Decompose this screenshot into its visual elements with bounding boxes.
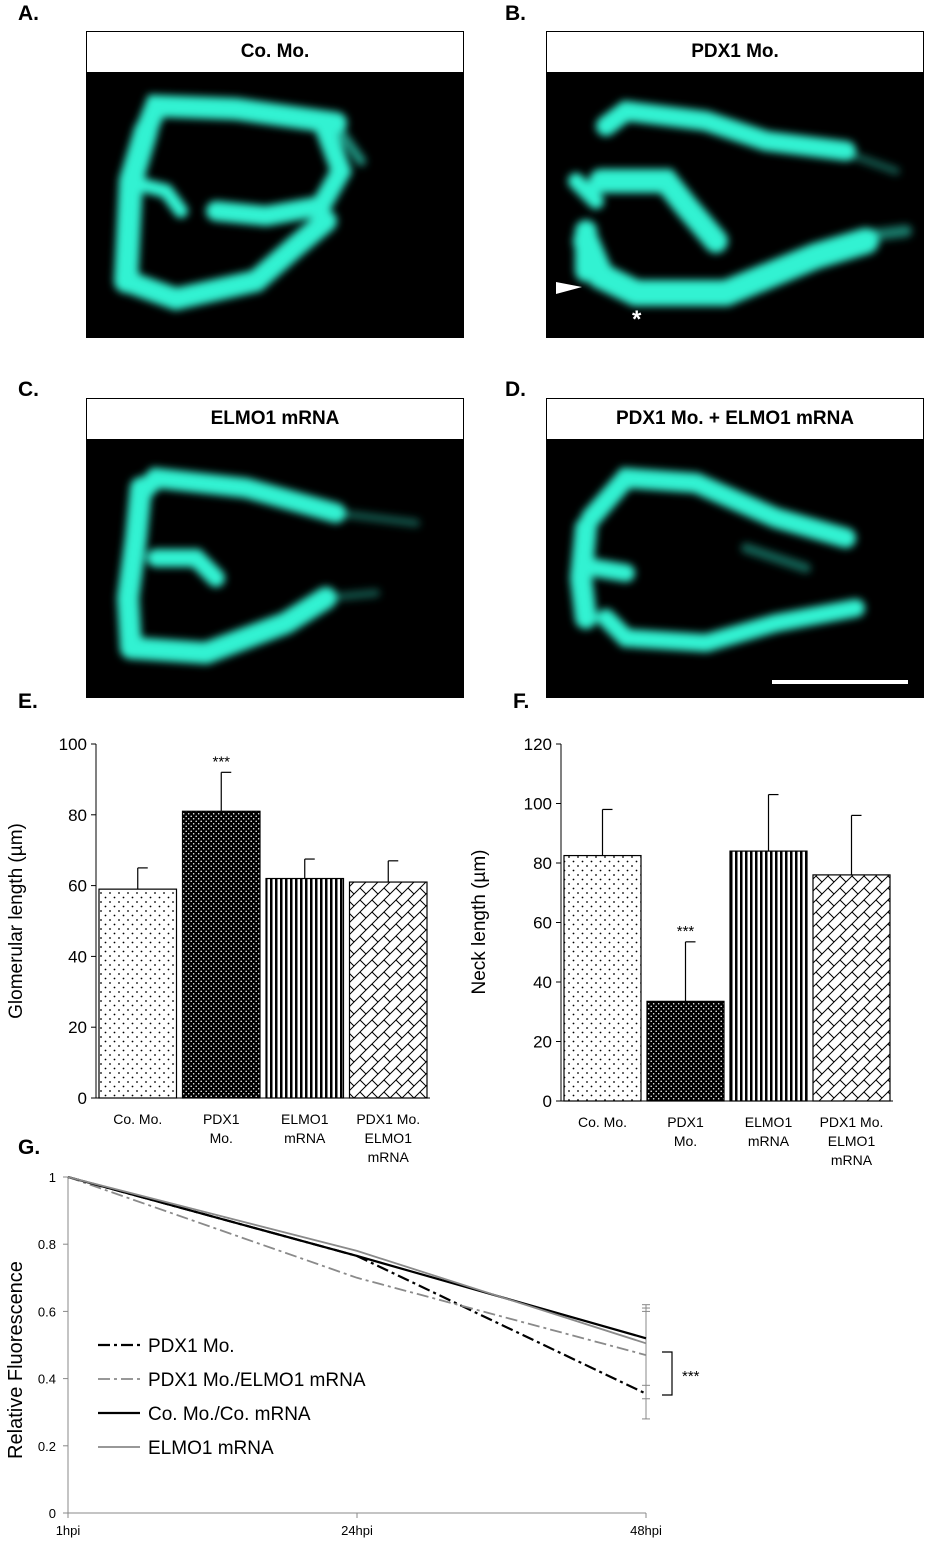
panel-letter-f: F. [513, 690, 530, 713]
y-tick-label: 0 [49, 1506, 56, 1521]
x-tick-label: 1hpi [56, 1523, 81, 1538]
panel-letter-a: A. [18, 2, 39, 25]
fluorescence-image: * [556, 100, 912, 333]
category-label: ELMO1 [365, 1130, 413, 1146]
asterisk-marker: * [632, 306, 642, 333]
bar [563, 854, 642, 1102]
y-axis-label: Neck length (µm) [469, 849, 490, 994]
micrograph-elmo1-mrna: ELMO1 mRNA [86, 398, 464, 698]
y-tick-label: 0.6 [38, 1304, 56, 1319]
y-tick-label: 60 [68, 877, 87, 896]
legend-label: ELMO1 mRNA [148, 1438, 274, 1459]
y-tick-label: 40 [533, 973, 552, 992]
bar [348, 881, 428, 1099]
y-tick-label: 120 [524, 735, 552, 754]
bar [265, 877, 345, 1099]
y-tick-label: 0.8 [38, 1237, 56, 1252]
significance-label: *** [212, 753, 230, 770]
y-tick-label: 100 [524, 795, 552, 814]
bar [812, 874, 891, 1102]
y-tick-label: 0.4 [38, 1372, 56, 1387]
micrograph-title: ELMO1 mRNA [86, 398, 464, 440]
panel-letter-b: B. [505, 2, 526, 25]
y-axis-label: Glomerular length (µm) [6, 823, 27, 1019]
significance-bracket [662, 1351, 673, 1396]
scale-bar [772, 680, 908, 684]
category-label: PDX1 Mo. [820, 1114, 884, 1130]
series-line [67, 1176, 647, 1345]
panel-letter-g: G. [18, 1136, 41, 1159]
bar [646, 1000, 725, 1102]
y-tick-label: 80 [68, 806, 87, 825]
y-tick-label: 0.2 [38, 1439, 56, 1454]
micrograph-title: Co. Mo. [86, 31, 464, 73]
y-tick-label: 0 [78, 1089, 87, 1108]
bar [181, 810, 261, 1099]
category-label: mRNA [284, 1130, 326, 1146]
y-tick-label: 100 [59, 735, 87, 754]
x-tick-label: 48hpi [630, 1523, 662, 1538]
series-line [67, 1175, 647, 1340]
category-label: mRNA [831, 1152, 873, 1168]
bar [729, 850, 808, 1102]
panel-letter-c: C. [18, 378, 39, 401]
x-tick-label: 24hpi [341, 1523, 373, 1538]
series-line [67, 1176, 647, 1356]
legend-label: Co. Mo./Co. mRNA [148, 1404, 311, 1425]
y-tick-label: 20 [68, 1018, 87, 1037]
category-label: Mo. [674, 1133, 697, 1149]
legend-label: PDX1 Mo. [148, 1336, 235, 1357]
category-label: PDX1 [203, 1111, 240, 1127]
y-tick-label: 40 [68, 947, 87, 966]
y-tick-label: 60 [533, 914, 552, 933]
y-tick-label: 80 [533, 854, 552, 873]
micrograph-pdx1-mo-elmo1-mrna: PDX1 Mo. + ELMO1 mRNA [546, 398, 924, 698]
y-tick-label: 1 [49, 1170, 56, 1185]
category-label: mRNA [748, 1133, 790, 1149]
arrowhead-icon [556, 282, 582, 294]
y-axis-label: Relative Fluorescence [5, 1261, 27, 1459]
legend-label: PDX1 Mo./ELMO1 mRNA [148, 1370, 366, 1391]
category-label: Co. Mo. [578, 1114, 627, 1130]
category-label: ELMO1 [745, 1114, 793, 1130]
panel-letter-e: E. [18, 690, 38, 713]
fluorescence-image [116, 467, 420, 665]
category-label: PDX1 Mo. [356, 1111, 420, 1127]
micrograph-co-mo: Co. Mo. [86, 31, 464, 338]
micrograph-pdx1-mo: * PDX1 Mo. [546, 31, 924, 338]
series-line [67, 1175, 647, 1395]
y-tick-label: 20 [533, 1033, 552, 1052]
micrograph-title: PDX1 Mo. + ELMO1 mRNA [546, 398, 924, 440]
micrograph-title: PDX1 Mo. [546, 31, 924, 73]
category-label: mRNA [368, 1149, 410, 1165]
fluorescence-image [569, 467, 908, 684]
category-label: Mo. [210, 1130, 233, 1146]
category-label: ELMO1 [828, 1133, 876, 1149]
significance-label: *** [682, 1368, 700, 1385]
category-label: ELMO1 [281, 1111, 329, 1127]
bar [98, 888, 178, 1099]
y-tick-label: 0 [543, 1092, 552, 1111]
significance-label: *** [677, 923, 695, 940]
fluorescence-image [114, 94, 366, 311]
category-label: Co. Mo. [113, 1111, 162, 1127]
category-label: PDX1 [667, 1114, 704, 1130]
panel-letter-d: D. [505, 378, 526, 401]
